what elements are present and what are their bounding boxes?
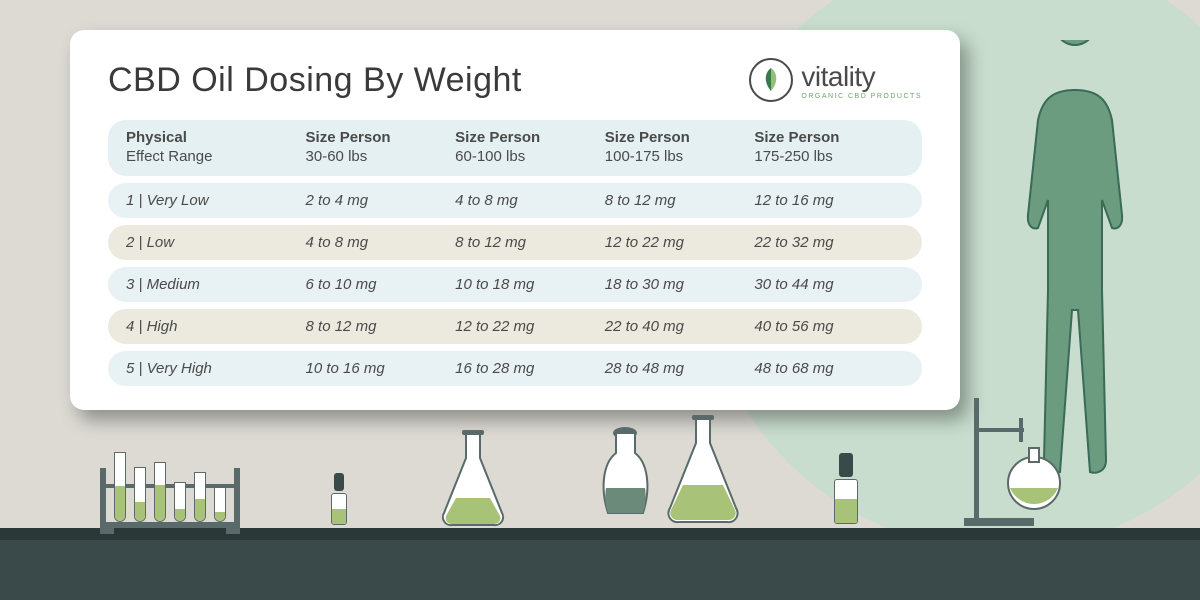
table-cell: 22 to 40 mg xyxy=(605,318,755,335)
table-cell: 8 to 12 mg xyxy=(306,318,456,335)
brand-text: vitality ORGANIC CBD PRODUCTS xyxy=(801,61,922,100)
lab-equipment xyxy=(0,388,1200,528)
table-cell: 4 to 8 mg xyxy=(306,234,456,251)
shelf-edge xyxy=(0,528,1200,540)
table-header-cell: Size Person175-250 lbs xyxy=(754,129,904,167)
card-header: CBD Oil Dosing By Weight vitality ORGANI… xyxy=(108,58,922,102)
shelf xyxy=(0,540,1200,600)
table-row: 2 | Low4 to 8 mg8 to 12 mg12 to 22 mg22 … xyxy=(108,225,922,260)
table-header-cell: PhysicalEffect Range xyxy=(126,129,306,167)
row-label: 1 | Very Low xyxy=(126,192,306,209)
dosing-table: PhysicalEffect RangeSize Person30-60 lbs… xyxy=(108,120,922,386)
table-cell: 10 to 16 mg xyxy=(306,360,456,377)
dropper-bottle-small-icon xyxy=(330,473,348,528)
row-label: 4 | High xyxy=(126,318,306,335)
table-row: 4 | High8 to 12 mg12 to 22 mg22 to 40 mg… xyxy=(108,309,922,344)
table-cell: 28 to 48 mg xyxy=(605,360,755,377)
dropper-bottle-icon xyxy=(833,453,859,528)
table-header-cell: Size Person30-60 lbs xyxy=(306,129,456,167)
table-row: 3 | Medium6 to 10 mg10 to 18 mg18 to 30 … xyxy=(108,267,922,302)
table-cell: 48 to 68 mg xyxy=(754,360,904,377)
card-title: CBD Oil Dosing By Weight xyxy=(108,61,522,100)
table-cell: 8 to 12 mg xyxy=(605,192,755,209)
table-header-row: PhysicalEffect RangeSize Person30-60 lbs… xyxy=(108,120,922,176)
row-label: 3 | Medium xyxy=(126,276,306,293)
dosing-card: CBD Oil Dosing By Weight vitality ORGANI… xyxy=(70,30,960,410)
table-cell: 40 to 56 mg xyxy=(754,318,904,335)
table-cell: 8 to 12 mg xyxy=(455,234,605,251)
retort-stand-icon xyxy=(949,388,1069,528)
row-label: 5 | Very High xyxy=(126,360,306,377)
brand-logo: vitality ORGANIC CBD PRODUCTS xyxy=(749,58,922,102)
table-cell: 12 to 22 mg xyxy=(605,234,755,251)
row-label: 2 | Low xyxy=(126,234,306,251)
table-cell: 4 to 8 mg xyxy=(455,192,605,209)
table-cell: 10 to 18 mg xyxy=(455,276,605,293)
leaf-icon xyxy=(749,58,793,102)
table-cell: 22 to 32 mg xyxy=(754,234,904,251)
table-row: 1 | Very Low2 to 4 mg4 to 8 mg8 to 12 mg… xyxy=(108,183,922,218)
conical-flask-icon xyxy=(438,428,508,528)
test-tube-rack-icon xyxy=(100,438,240,528)
table-cell: 2 to 4 mg xyxy=(306,192,456,209)
table-cell: 12 to 22 mg xyxy=(455,318,605,335)
table-cell: 12 to 16 mg xyxy=(754,192,904,209)
table-cell: 18 to 30 mg xyxy=(605,276,755,293)
brand-name: vitality xyxy=(801,61,922,93)
table-header-cell: Size Person100-175 lbs xyxy=(605,129,755,167)
table-cell: 30 to 44 mg xyxy=(754,276,904,293)
flasks-group-icon xyxy=(598,413,743,528)
table-cell: 6 to 10 mg xyxy=(306,276,456,293)
table-row: 5 | Very High10 to 16 mg16 to 28 mg28 to… xyxy=(108,351,922,386)
table-header-cell: Size Person60-100 lbs xyxy=(455,129,605,167)
brand-subtitle: ORGANIC CBD PRODUCTS xyxy=(801,93,922,100)
table-cell: 16 to 28 mg xyxy=(455,360,605,377)
